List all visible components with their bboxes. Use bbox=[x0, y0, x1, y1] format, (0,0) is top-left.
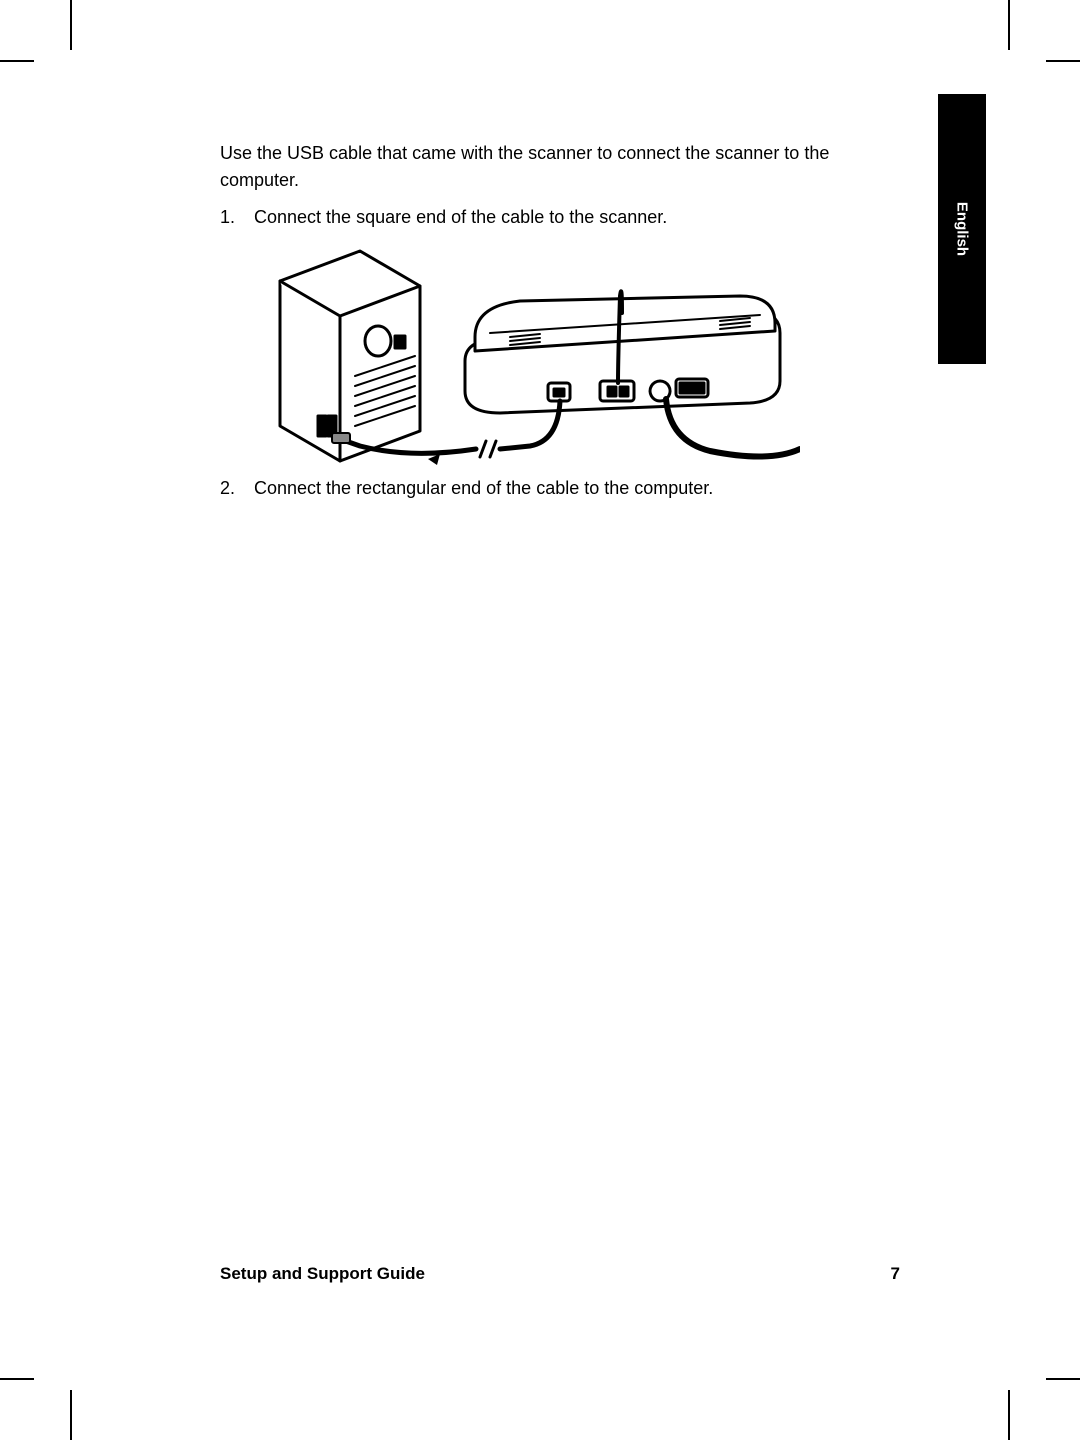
crop-mark bbox=[1046, 1378, 1080, 1380]
language-tab: English bbox=[938, 94, 986, 364]
intro-text: Use the USB cable that came with the sca… bbox=[220, 140, 900, 194]
step-number: 1. bbox=[220, 204, 254, 231]
step-number: 2. bbox=[220, 475, 254, 502]
language-tab-label: English bbox=[954, 202, 971, 256]
crop-mark bbox=[70, 0, 72, 50]
step-text: Connect the square end of the cable to t… bbox=[254, 204, 900, 231]
step-text: Connect the rectangular end of the cable… bbox=[254, 475, 900, 502]
crop-mark bbox=[1008, 0, 1010, 50]
step-1: 1. Connect the square end of the cable t… bbox=[220, 204, 900, 231]
crop-mark bbox=[70, 1390, 72, 1440]
footer-title: Setup and Support Guide bbox=[220, 1264, 425, 1284]
document-page: English Use the USB cable that came with… bbox=[0, 0, 1080, 1440]
connection-illustration bbox=[240, 241, 800, 471]
page-content: Use the USB cable that came with the sca… bbox=[220, 140, 900, 508]
crop-mark bbox=[1046, 60, 1080, 62]
crop-mark bbox=[0, 60, 34, 62]
page-footer: Setup and Support Guide 7 bbox=[220, 1264, 900, 1284]
crop-mark bbox=[0, 1378, 34, 1380]
step-2: 2. Connect the rectangular end of the ca… bbox=[220, 475, 900, 502]
crop-mark bbox=[1008, 1390, 1010, 1440]
footer-page-number: 7 bbox=[891, 1264, 900, 1284]
